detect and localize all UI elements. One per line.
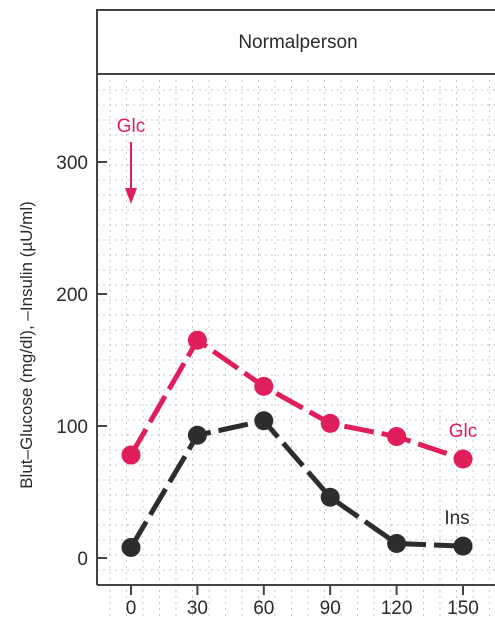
data-point (254, 411, 274, 431)
series-ins: Ins (121, 411, 473, 557)
grid (97, 80, 495, 620)
data-point (121, 445, 141, 465)
y-tick-label: 200 (56, 285, 88, 306)
glc-injection-annotation: Glc (117, 116, 146, 204)
series-glc: Glc (121, 330, 478, 469)
series-line (128, 417, 464, 549)
x-tick-label: 90 (320, 598, 341, 619)
series-layer: Glc Ins (121, 330, 478, 557)
x-ticks: 0 30 60 90 120 150 (126, 585, 479, 619)
data-point (320, 487, 340, 507)
y-tick-label: 0 (77, 549, 88, 570)
x-tick-label: 0 (126, 598, 137, 619)
data-point (254, 376, 274, 396)
y-ticks: 0 100 200 300 (56, 153, 107, 570)
series-label: Ins (444, 508, 469, 529)
y-tick-label: 100 (56, 417, 88, 438)
x-tick-label: 30 (187, 598, 208, 619)
x-tick-label: 150 (447, 598, 479, 619)
series-line (128, 336, 464, 462)
data-point (387, 533, 407, 553)
data-point (320, 413, 340, 433)
data-point (387, 427, 407, 447)
title-box (96, 9, 495, 75)
data-point (187, 425, 207, 445)
x-tick-label: 60 (253, 598, 274, 619)
series-label: Glc (449, 421, 478, 442)
y-tick-label: 300 (56, 153, 88, 174)
data-point (187, 330, 207, 350)
y-axis-label: Blut–Glucose (mg/dl), –Insulin (µU/ml) (17, 201, 36, 489)
chart-title: Normalperson (238, 32, 357, 53)
annotation-arrow-head (125, 188, 137, 204)
annotation-label: Glc (117, 116, 146, 137)
data-point (453, 449, 473, 469)
data-point (121, 537, 141, 557)
data-point (453, 536, 473, 556)
x-tick-label: 120 (381, 598, 413, 619)
